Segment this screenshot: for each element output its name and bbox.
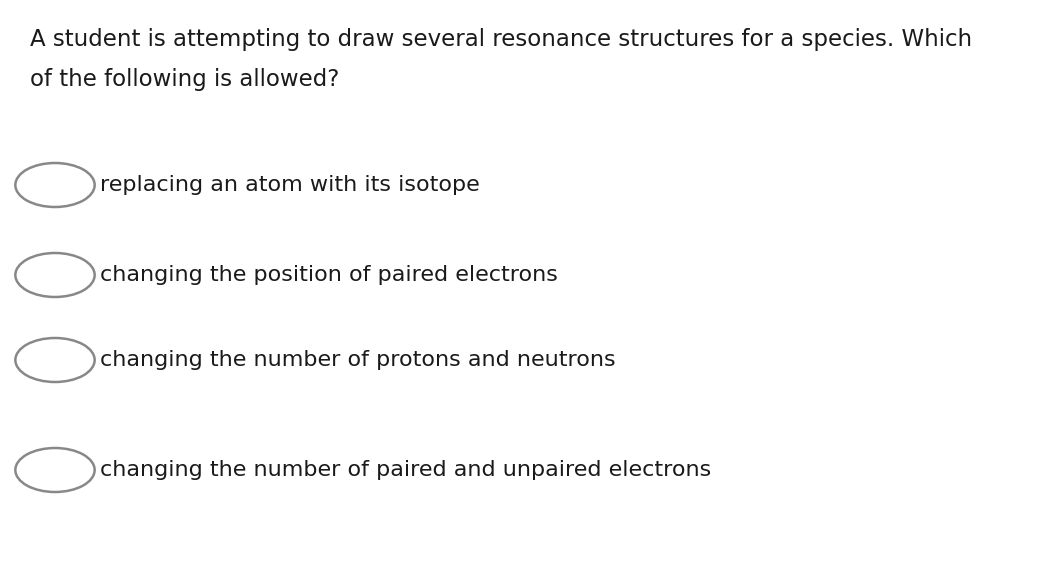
Text: replacing an atom with its isotope: replacing an atom with its isotope	[100, 175, 480, 195]
Text: changing the number of protons and neutrons: changing the number of protons and neutr…	[100, 350, 616, 370]
Text: A student is attempting to draw several resonance structures for a species. Whic: A student is attempting to draw several …	[30, 28, 972, 51]
Text: changing the number of paired and unpaired electrons: changing the number of paired and unpair…	[100, 460, 711, 480]
Text: changing the position of paired electrons: changing the position of paired electron…	[100, 265, 558, 285]
Text: of the following is allowed?: of the following is allowed?	[30, 68, 339, 91]
